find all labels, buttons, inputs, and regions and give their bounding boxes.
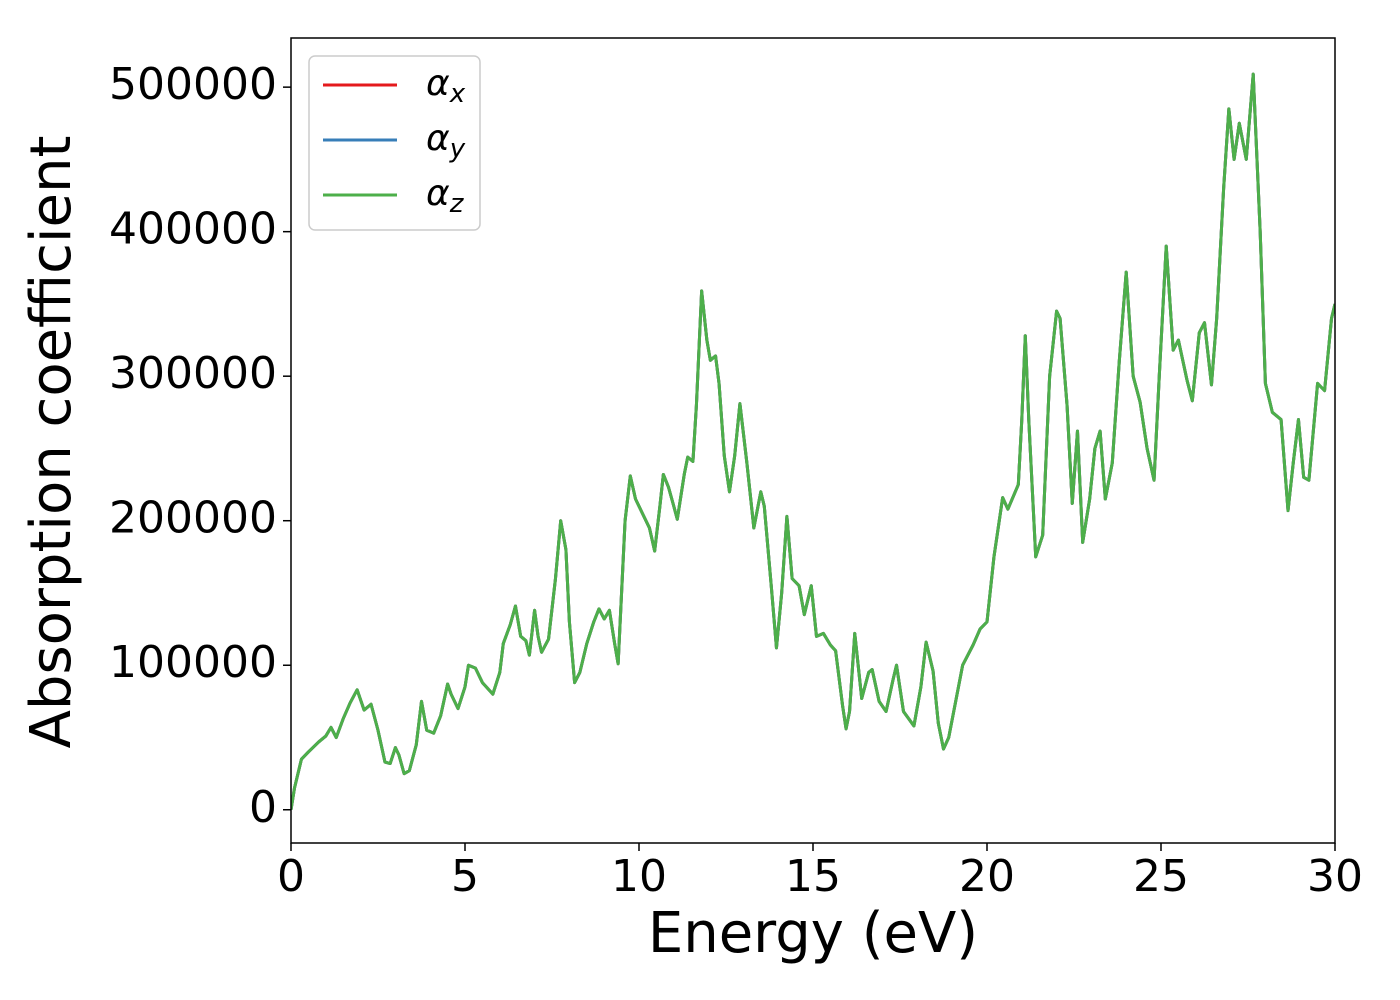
y-tick-label: 400000 — [109, 204, 277, 255]
x-tick-label: 0 — [277, 851, 305, 902]
legend-label: αz — [426, 173, 465, 219]
x-tick-label: 20 — [959, 851, 1015, 902]
legend-label: αx — [426, 63, 466, 109]
legend-label: αy — [426, 118, 466, 164]
legend-box — [308, 55, 481, 231]
x-tick-label: 30 — [1307, 851, 1363, 902]
y-tick-label: 100000 — [109, 637, 277, 688]
y-tick-label: 200000 — [109, 493, 277, 544]
y-axis-label: Absorption coefficient — [19, 136, 84, 749]
x-axis-label: Energy (eV) — [648, 901, 978, 966]
x-tick-label: 15 — [785, 851, 841, 902]
x-tick-label: 25 — [1133, 851, 1189, 902]
y-tick-label: 500000 — [109, 59, 277, 110]
plot-frame — [290, 37, 1336, 844]
x-tick-label: 10 — [611, 851, 667, 902]
y-tick-label: 300000 — [109, 348, 277, 399]
y-tick-label: 0 — [249, 782, 277, 833]
series-line — [291, 72, 1335, 810]
x-tick-label: 5 — [451, 851, 479, 902]
